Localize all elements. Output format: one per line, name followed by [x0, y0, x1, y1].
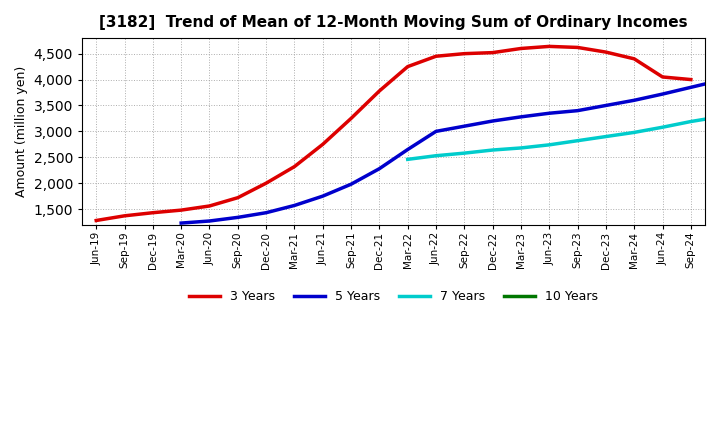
Title: [3182]  Trend of Mean of 12-Month Moving Sum of Ordinary Incomes: [3182] Trend of Mean of 12-Month Moving …: [99, 15, 688, 30]
Y-axis label: Amount (million yen): Amount (million yen): [15, 66, 28, 197]
Legend: 3 Years, 5 Years, 7 Years, 10 Years: 3 Years, 5 Years, 7 Years, 10 Years: [184, 285, 603, 308]
